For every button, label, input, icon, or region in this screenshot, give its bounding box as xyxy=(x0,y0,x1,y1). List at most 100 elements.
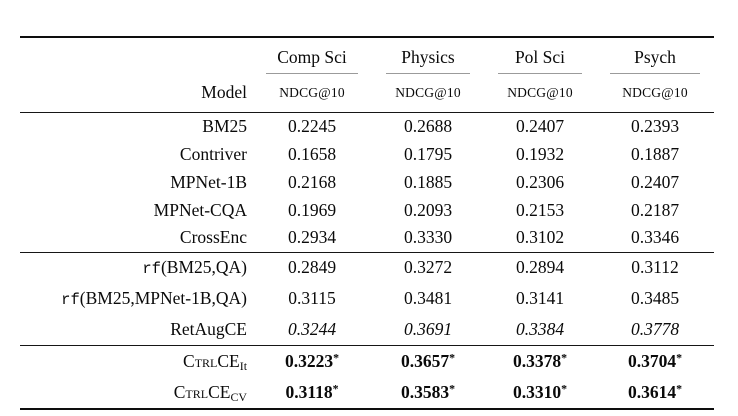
model-column-header: Model xyxy=(201,82,247,103)
table-header: Comp Sci Physics Pol Sci Psych Model NDC… xyxy=(20,37,714,112)
score-cell: 0.3223* xyxy=(284,350,340,371)
rf-prefix: rf xyxy=(142,260,161,279)
subject-label: Comp Sci xyxy=(266,47,358,74)
score-cell: 0.3614* xyxy=(627,381,683,402)
table-row-mpnet-1b: MPNet-1B 0.2168 0.1885 0.2306 0.2407 xyxy=(20,168,714,196)
score-cell: 0.2849 xyxy=(287,257,337,278)
table-row-mpnet-cqa: MPNet-CQA 0.1969 0.2093 0.2153 0.2187 xyxy=(20,196,714,224)
model-row-label: MPNet-1B xyxy=(170,171,247,192)
score-cell: 0.3583* xyxy=(400,381,456,402)
results-table: Comp Sci Physics Pol Sci Psych Model NDC… xyxy=(20,36,714,410)
ctrl-smallcaps: Ctrl xyxy=(173,382,209,402)
score-cell: 0.1932 xyxy=(515,143,565,164)
table-row-contriver: Contriver 0.1658 0.1795 0.1932 0.1887 xyxy=(20,140,714,168)
subject-header-psych: Psych xyxy=(596,37,714,74)
score-cell: 0.1885 xyxy=(403,171,453,192)
score-cell: 0.3244 xyxy=(287,318,337,339)
score-cell: 0.2187 xyxy=(630,199,680,220)
ctrlce-group: CtrlCEIt 0.3223* 0.3657* 0.3378* 0.3704*… xyxy=(20,345,714,409)
score-cell: 0.3778 xyxy=(630,318,680,339)
metric-header: NDCG@10 xyxy=(622,84,688,100)
variant-subscript: It xyxy=(239,358,247,373)
score-cell: 0.2894 xyxy=(515,257,565,278)
score-cell: 0.3118* xyxy=(285,381,339,402)
subject-label: Physics xyxy=(386,47,470,74)
model-row-label: RetAugCE xyxy=(170,318,247,339)
model-row-label: rf(BM25,MPNet-1B,QA) xyxy=(20,283,252,314)
model-row-label: MPNet-CQA xyxy=(153,199,247,220)
subject-header-comp-sci: Comp Sci xyxy=(252,37,372,74)
model-row-label: BM25 xyxy=(202,115,247,136)
model-row-label: CtrlCEIt xyxy=(20,345,252,377)
score-cell: 0.1658 xyxy=(287,143,337,164)
score-cell: 0.3378* xyxy=(512,350,568,371)
table-row-ctrlce-cv: CtrlCECV 0.3118* 0.3583* 0.3310* 0.3614* xyxy=(20,377,714,409)
ctrl-smallcaps: Ctrl xyxy=(183,350,218,371)
score-cell: 0.3115 xyxy=(288,288,336,308)
significance-star: * xyxy=(333,350,340,365)
metric-header: NDCG@10 xyxy=(395,84,461,100)
metric-header: NDCG@10 xyxy=(279,84,345,100)
rf-args: (BM25,QA) xyxy=(160,257,247,278)
significance-star: * xyxy=(449,381,456,396)
ce-caps: CE xyxy=(217,350,240,371)
score-cell: 0.3691 xyxy=(403,318,453,339)
score-cell: 0.3141 xyxy=(515,288,565,308)
score-cell: 0.3481 xyxy=(403,288,453,308)
score-cell: 0.2245 xyxy=(287,115,337,136)
subject-label: Pol Sci xyxy=(498,47,582,74)
subject-header-row: Comp Sci Physics Pol Sci Psych xyxy=(20,37,714,74)
score-cell: 0.2168 xyxy=(287,171,337,192)
significance-star: * xyxy=(561,381,568,396)
subject-label: Psych xyxy=(610,47,700,74)
table-row-rf-bm25-qa: rf(BM25,QA) 0.2849 0.3272 0.2894 0.3112 xyxy=(20,252,714,283)
table-row-retaugce: RetAugCE 0.3244 0.3691 0.3384 0.3778 xyxy=(20,314,714,345)
subject-header-pol-sci: Pol Sci xyxy=(484,37,596,74)
table-row-ctrlce-it: CtrlCEIt 0.3223* 0.3657* 0.3378* 0.3704* xyxy=(20,345,714,377)
significance-star: * xyxy=(332,381,339,396)
model-row-label: CtrlCECV xyxy=(20,377,252,409)
score-cell: 0.3384 xyxy=(515,318,565,339)
score-cell: 0.2093 xyxy=(403,199,453,220)
subject-header-physics: Physics xyxy=(372,37,484,74)
significance-star: * xyxy=(561,350,568,365)
significance-star: * xyxy=(449,350,456,365)
rf-prefix: rf xyxy=(61,291,80,309)
empty-corner-cell xyxy=(20,37,252,74)
model-row-label: CrossEnc xyxy=(179,227,247,248)
score-cell: 0.2934 xyxy=(287,227,337,248)
score-cell: 0.3310* xyxy=(512,381,568,402)
score-cell: 0.3330 xyxy=(403,227,453,248)
score-cell: 0.3704* xyxy=(627,350,683,371)
ce-caps: CE xyxy=(208,382,231,402)
score-cell: 0.3346 xyxy=(630,227,680,248)
score-cell: 0.2393 xyxy=(630,115,680,136)
metric-header-row: Model NDCG@10 NDCG@10 NDCG@10 NDCG@10 xyxy=(20,74,714,112)
score-cell: 0.2306 xyxy=(515,171,565,192)
metric-header: NDCG@10 xyxy=(507,84,573,100)
score-cell: 0.3657* xyxy=(400,350,456,371)
model-row-label: Contriver xyxy=(179,143,247,164)
baseline-group: BM25 0.2245 0.2688 0.2407 0.2393 Contriv… xyxy=(20,112,714,252)
score-cell: 0.1795 xyxy=(403,143,453,164)
score-cell: 0.1969 xyxy=(287,199,337,220)
score-cell: 0.2688 xyxy=(403,115,453,136)
score-cell: 0.2407 xyxy=(630,171,680,192)
rf-args: (BM25,MPNet-1B,QA) xyxy=(79,288,247,308)
score-cell: 0.2407 xyxy=(515,115,565,136)
table-row-bm25: BM25 0.2245 0.2688 0.2407 0.2393 xyxy=(20,112,714,140)
score-cell: 0.2153 xyxy=(515,199,565,220)
score-cell: 0.3112 xyxy=(631,257,679,278)
score-cell: 0.3272 xyxy=(403,257,453,278)
table-row-crossenc: CrossEnc 0.2934 0.3330 0.3102 0.3346 xyxy=(20,224,714,252)
model-row-label: rf(BM25,QA) xyxy=(20,252,252,283)
score-cell: 0.1887 xyxy=(630,143,680,164)
fusion-group: rf(BM25,QA) 0.2849 0.3272 0.2894 0.3112 … xyxy=(20,252,714,345)
significance-star: * xyxy=(676,350,683,365)
variant-subscript: CV xyxy=(230,389,247,404)
score-cell: 0.3485 xyxy=(630,288,680,308)
significance-star: * xyxy=(676,381,683,396)
table-row-rf-bm25-mpnet-qa: rf(BM25,MPNet-1B,QA) 0.3115 0.3481 0.314… xyxy=(20,283,714,314)
score-cell: 0.3102 xyxy=(515,227,565,248)
